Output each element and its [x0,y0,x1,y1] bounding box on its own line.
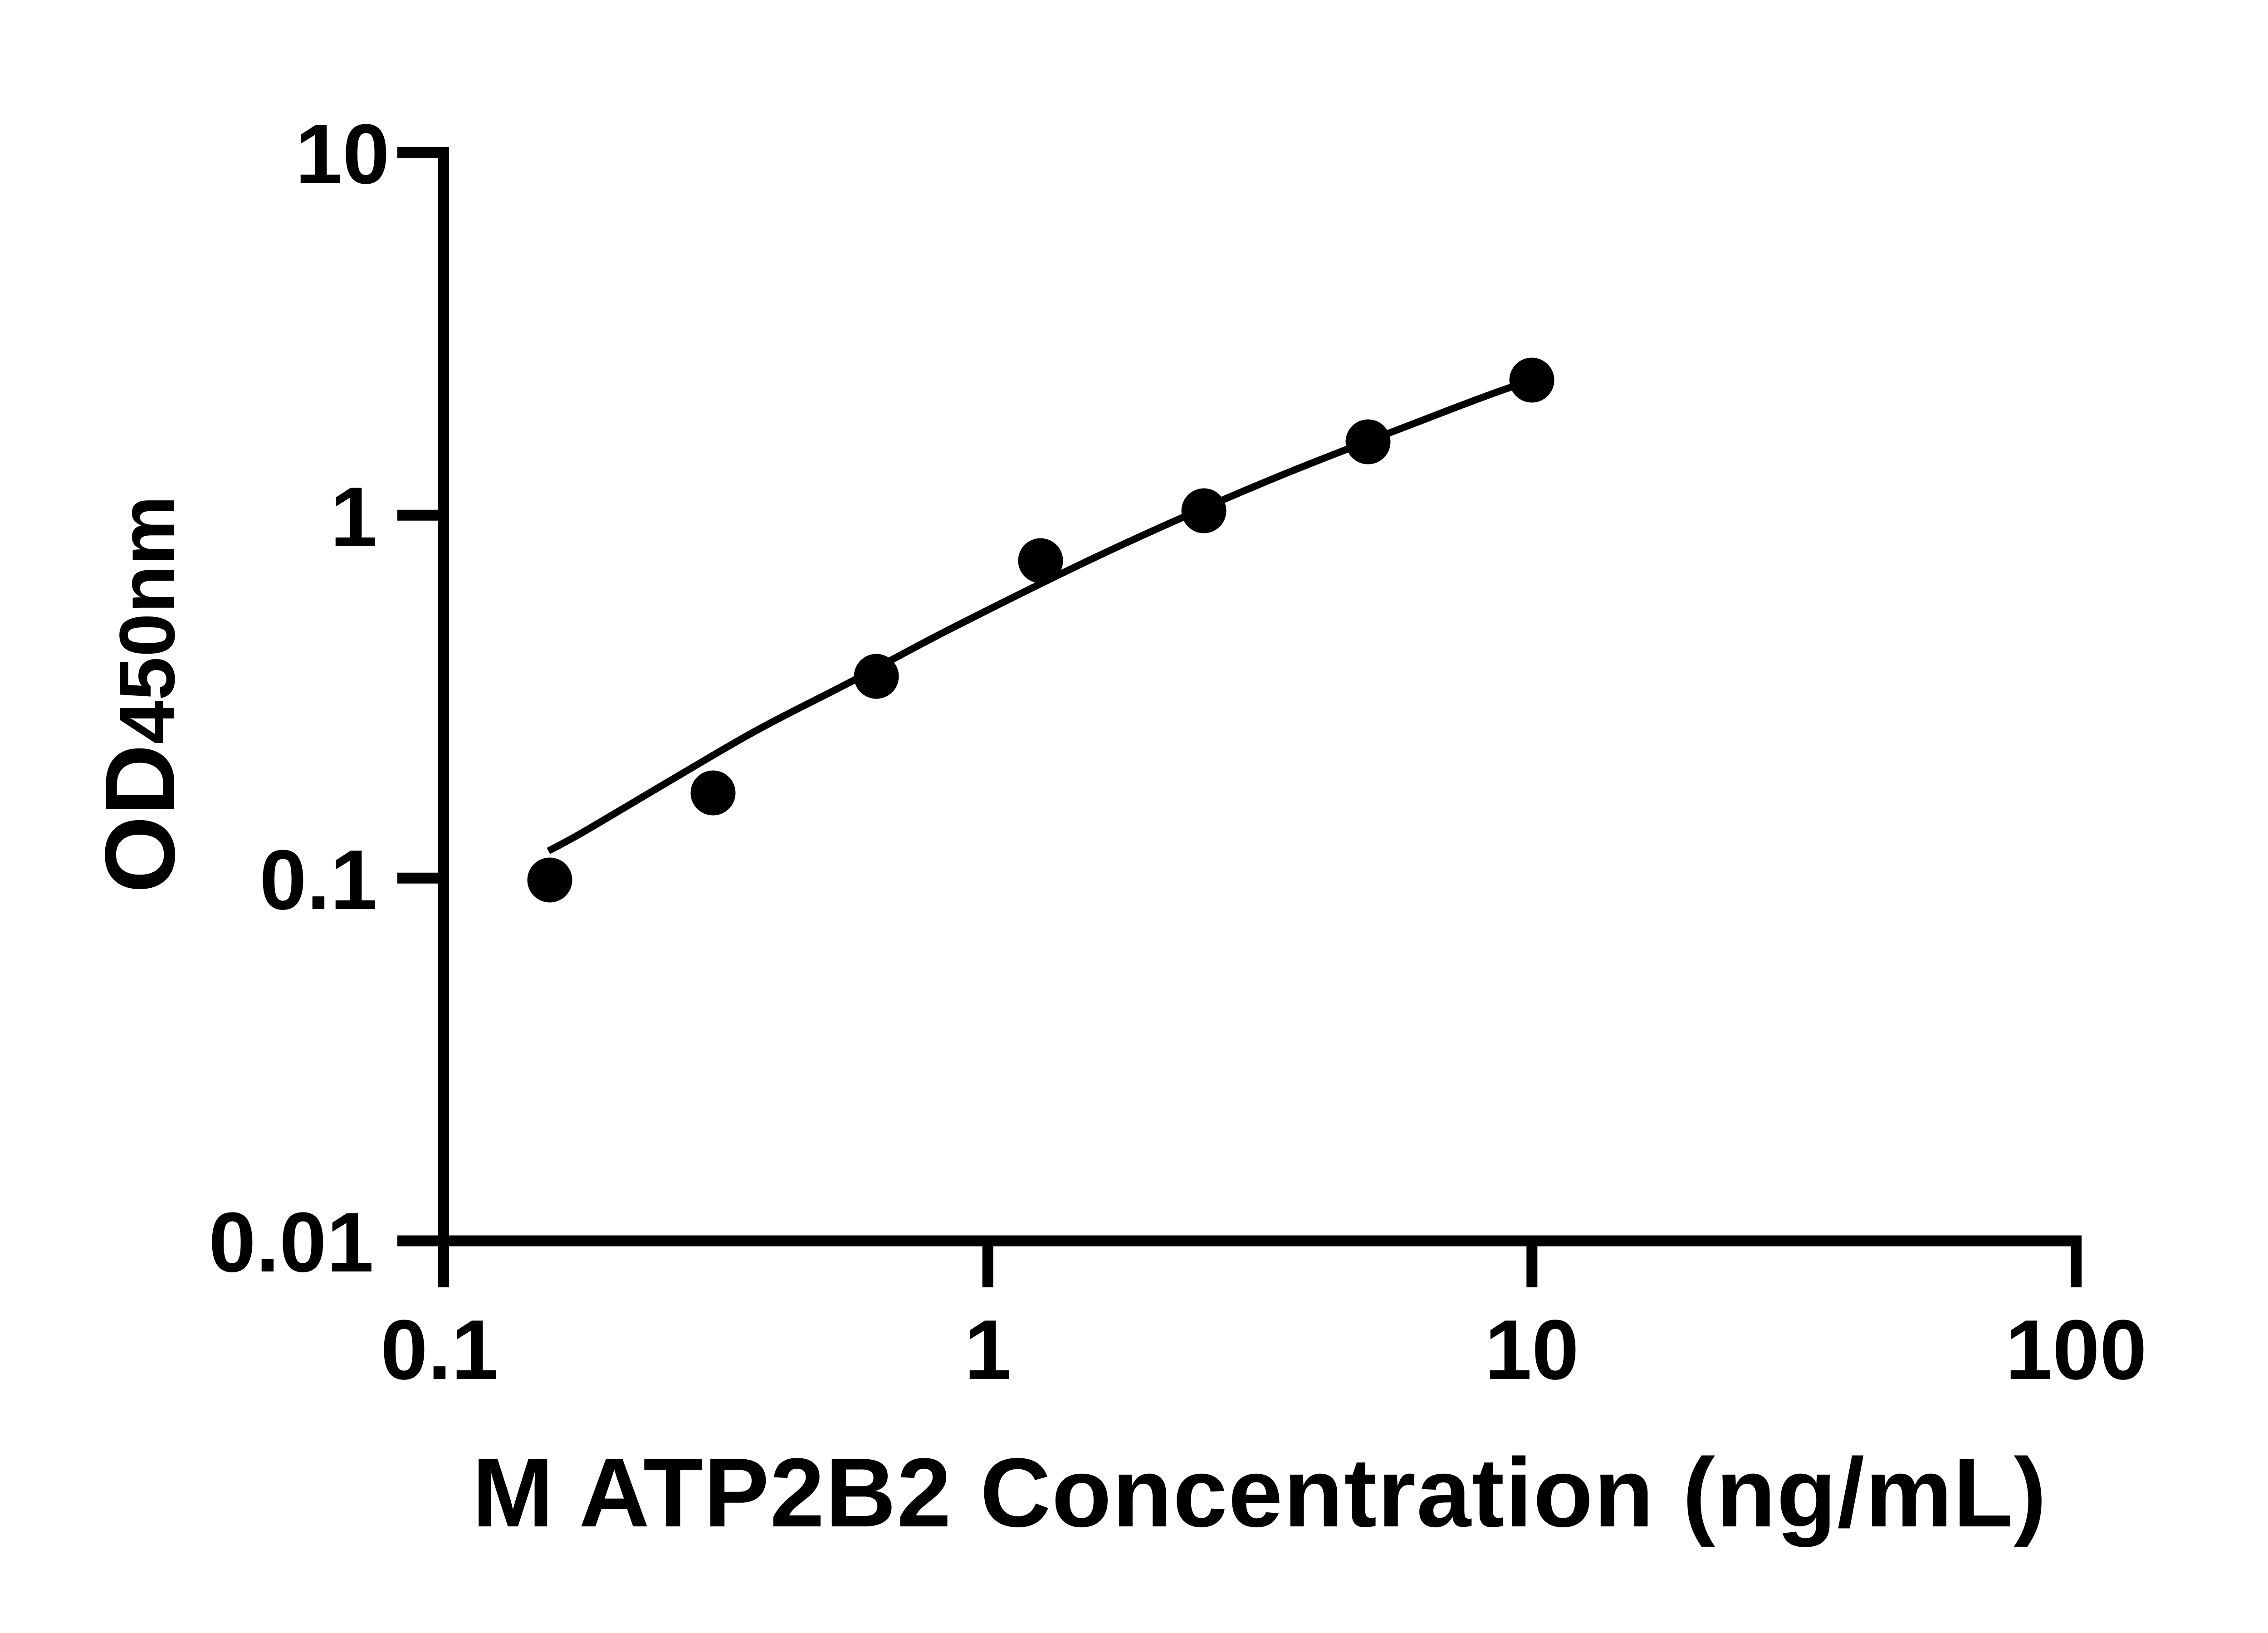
svg-text:1: 1 [330,469,377,564]
svg-text:1: 1 [964,1302,1012,1397]
svg-text:100: 100 [2005,1302,2147,1397]
svg-text:OD450nm: OD450nm [85,495,196,893]
svg-text:M ATP2B2 Concentration (ng/mL): M ATP2B2 Concentration (ng/mL) [472,1437,2047,1547]
svg-text:0.01: 0.01 [209,1195,374,1290]
svg-text:0.1: 0.1 [381,1302,499,1397]
svg-text:10: 10 [1485,1302,1579,1397]
svg-text:0.1: 0.1 [259,832,377,927]
svg-text:10: 10 [295,107,390,201]
